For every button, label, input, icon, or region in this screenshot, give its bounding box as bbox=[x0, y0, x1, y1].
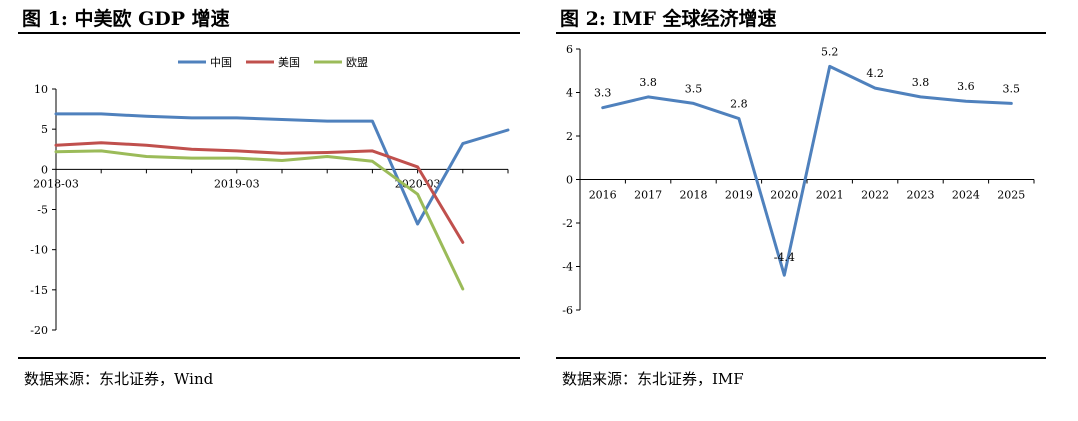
data-label: 3.8 bbox=[639, 76, 657, 89]
series-line-2 bbox=[54, 141, 465, 244]
y-tick-label: -2 bbox=[562, 217, 573, 230]
figure-1-top-rule bbox=[18, 32, 520, 34]
figure-2-title: 图 2: IMF 全球经济增速 bbox=[560, 8, 777, 30]
data-label: 5.2 bbox=[821, 45, 839, 58]
data-label: 3.3 bbox=[594, 87, 612, 100]
legend-label-2: 美国 bbox=[278, 56, 300, 69]
data-label: 4.2 bbox=[866, 67, 884, 80]
legend-label-3: 欧盟 bbox=[346, 56, 368, 69]
x-tick-label: 2018-03 bbox=[33, 177, 79, 190]
y-tick-label: 2 bbox=[566, 130, 573, 143]
y-tick-label: -4 bbox=[562, 261, 573, 274]
figure-1-bottom-rule bbox=[18, 357, 520, 359]
x-tick-label: 2017 bbox=[634, 189, 662, 202]
series-line-1 bbox=[54, 112, 510, 226]
x-tick-label: 2022 bbox=[861, 189, 889, 202]
y-tick-label: -6 bbox=[562, 304, 573, 317]
data-label: 3.6 bbox=[957, 80, 975, 93]
data-label: -4.4 bbox=[774, 251, 795, 264]
y-tick-label: 0 bbox=[41, 163, 48, 176]
x-tick-label: 2019 bbox=[725, 189, 753, 202]
y-tick-label: 10 bbox=[34, 83, 48, 96]
x-tick-label: 2023 bbox=[907, 189, 935, 202]
data-label: 3.5 bbox=[685, 82, 703, 95]
figure-2-source: 数据来源：东北证券，IMF bbox=[562, 370, 744, 388]
data-label: 2.8 bbox=[730, 98, 748, 111]
y-tick-label: -20 bbox=[30, 324, 48, 337]
y-tick-label: 5 bbox=[41, 123, 48, 136]
data-label: 3.8 bbox=[912, 76, 930, 89]
y-tick-label: -15 bbox=[30, 284, 48, 297]
data-label: 3.5 bbox=[1003, 82, 1021, 95]
x-tick-label: 2016 bbox=[589, 189, 617, 202]
x-tick-label: 2018 bbox=[680, 189, 708, 202]
x-tick-label: 2025 bbox=[997, 189, 1025, 202]
y-tick-label: 0 bbox=[566, 174, 573, 187]
figure-1-title: 图 1: 中美欧 GDP 增速 bbox=[22, 8, 230, 30]
legend-label-1: 中国 bbox=[210, 56, 232, 69]
x-tick-label: 2019-03 bbox=[214, 177, 260, 190]
figure-2-bottom-rule bbox=[556, 357, 1046, 359]
series-line-world bbox=[601, 64, 1013, 277]
y-tick-label: -5 bbox=[37, 204, 48, 217]
imf-growth-chart: 6 4 2 0 -2 -4 -6 2016 2017 2018 2019 2020 2021 2022 20… bbox=[562, 43, 1035, 317]
figure-2-top-rule bbox=[556, 32, 1046, 34]
series-line-3 bbox=[54, 149, 465, 291]
x-tick-label: 2024 bbox=[952, 189, 980, 202]
figure-1-source: 数据来源：东北证券，Wind bbox=[24, 370, 214, 388]
x-tick-label: 2021 bbox=[816, 189, 844, 202]
y-tick-label: 6 bbox=[566, 43, 573, 56]
y-tick-label: -10 bbox=[30, 244, 48, 257]
x-tick-label: 2020 bbox=[770, 189, 798, 202]
y-tick-label: 4 bbox=[566, 87, 573, 100]
